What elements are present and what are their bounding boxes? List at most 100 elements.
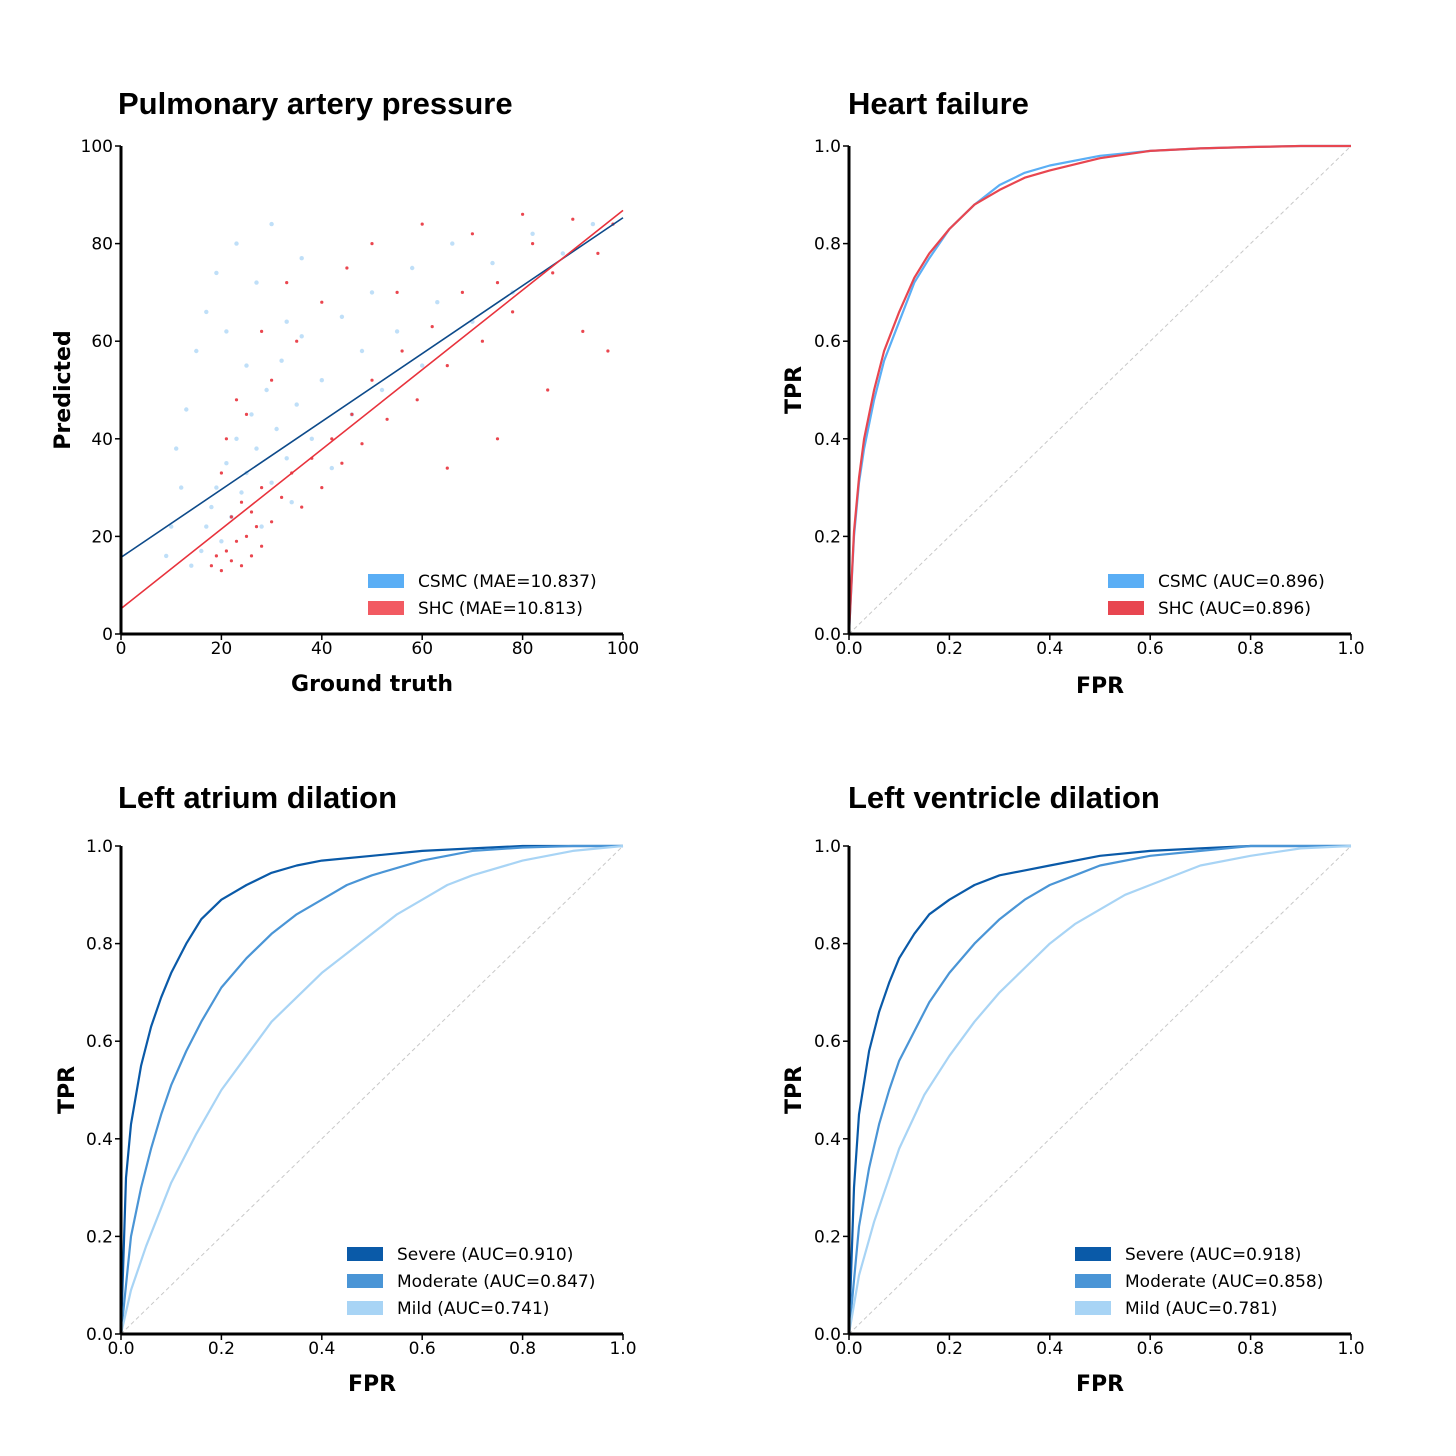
scatter-point (285, 281, 289, 285)
scatter-point (294, 402, 299, 407)
scatter-point (521, 212, 525, 216)
panel-left-ventricle-dilation: Left ventricle dilation 0.0 0.2 0.4 0.6 0.8 1… (782, 780, 1365, 1397)
legend: Severe (AUC=0.918) Moderate (AUC=0.858) Mi… (1075, 1245, 1323, 1319)
scatter-point (435, 300, 440, 305)
scatter-point (345, 266, 349, 270)
scatter-point (189, 563, 194, 568)
scatter-point (385, 417, 389, 421)
y-tick-label: 0.6 (814, 1032, 841, 1052)
legend-swatch (1075, 1301, 1111, 1315)
y-tick-label: 0 (102, 625, 113, 645)
y-tick-label: 0.6 (814, 332, 841, 352)
scatter-point (219, 471, 223, 475)
scatter-point (260, 329, 264, 333)
x-axis-label: FPR (1076, 674, 1124, 699)
legend-label: SHC (MAE=10.813) (418, 599, 583, 619)
x-tick-label: 0.0 (835, 1339, 862, 1359)
y-tick-label: 0.6 (86, 1032, 113, 1052)
scatter-point (495, 437, 500, 441)
legend-label: Severe (AUC=0.918) (1125, 1245, 1301, 1265)
chance-diagonal-line (848, 845, 1352, 1335)
panel-pulmonary-artery-pressure: Pulmonary artery pressure 0 20 40 60 80 100 0 2… (51, 86, 639, 697)
scatter-point (480, 339, 484, 343)
plot-area: 0.0 0.2 0.4 0.6 0.8 1.0 0.0 0.2 0.4 0.6 0.8 1.0 CSMC… (814, 137, 1365, 659)
scatter-point (249, 510, 254, 514)
scatter-point (445, 364, 449, 368)
scatter-point (254, 280, 259, 285)
scatter-point (309, 436, 314, 441)
scatter-point (234, 398, 239, 402)
scatter-point (214, 485, 219, 490)
scatter-point (229, 515, 233, 519)
scatter-point (320, 300, 324, 304)
scatter-point (214, 270, 219, 276)
x-tick-label: 0.6 (409, 1339, 436, 1359)
legend-label: Mild (AUC=0.781) (1125, 1299, 1277, 1319)
legend-swatch (368, 574, 404, 588)
scatter-point (260, 486, 264, 490)
scatter-point (490, 260, 495, 266)
scatter-point (254, 446, 259, 451)
plot-area: 0.0 0.2 0.4 0.6 0.8 1.0 0.0 0.2 0.4 0.6 0.8 1.0 Seve… (814, 837, 1365, 1359)
panel-title: Left ventricle dilation (848, 780, 1160, 815)
scatter-point (249, 412, 254, 417)
scatter-point (295, 339, 299, 343)
y-tick-label: 0.8 (814, 235, 841, 255)
x-tick-label: 0.2 (936, 1339, 963, 1359)
y-tick-label: 0.2 (86, 1227, 113, 1247)
scatter-point (470, 232, 474, 236)
scatter-point (420, 222, 424, 226)
scatter-point (369, 290, 375, 295)
legend-label: Moderate (AUC=0.847) (397, 1272, 595, 1292)
x-tick-label: 0.2 (208, 1339, 235, 1359)
scatter-point (204, 309, 209, 315)
legend-swatch (368, 601, 404, 615)
scatter-point (596, 251, 600, 255)
scatter-point (350, 412, 354, 416)
x-tick-label: 0 (116, 639, 127, 659)
y-tick-label: 1.0 (814, 837, 841, 857)
scatter-point (394, 329, 400, 334)
scatter-point (590, 221, 596, 227)
legend-swatch (347, 1274, 383, 1288)
x-tick-label: 1.0 (1337, 639, 1364, 659)
x-tick-label: 80 (512, 639, 534, 659)
scatter-point (560, 251, 565, 256)
scatter-point (219, 539, 224, 544)
x-tick-label: 0.6 (1137, 1339, 1164, 1359)
roc-curve-1 (119, 844, 623, 1335)
scatter-point (359, 348, 365, 354)
scatter-point (299, 256, 304, 261)
scatter-point (239, 490, 244, 495)
scatter-point (460, 290, 464, 294)
x-axis-label: FPR (348, 1372, 396, 1397)
scatter-point (179, 485, 184, 490)
panel-heart-failure: Heart failure 0.0 0.2 0.4 0.6 0.8 1.00.00.20.… (782, 86, 1365, 699)
scatter-point (254, 525, 259, 529)
scatter-point (239, 500, 244, 504)
y-tick-label: 0.0 (86, 1325, 113, 1345)
scatter-point (229, 559, 233, 563)
chance-diagonal-line (120, 845, 624, 1335)
legend-swatch (1075, 1274, 1111, 1288)
roc-curve-0 (119, 844, 623, 1335)
scatter-point (234, 539, 239, 543)
x-tick-label: 0.2 (936, 639, 963, 659)
legend-swatch (1108, 574, 1144, 588)
roc-curve-1 (847, 144, 1351, 635)
scatter-point (234, 436, 239, 441)
y-axis-label: TPR (782, 366, 807, 414)
x-tick-label: 1.0 (609, 1339, 636, 1359)
x-axis-label: Ground truth (291, 672, 453, 697)
scatter-point (224, 329, 229, 334)
x-tick-label: 40 (311, 639, 333, 659)
scatter-point (379, 387, 385, 393)
y-axis-label: TPR (782, 1066, 807, 1114)
regression-line-csmc (120, 217, 624, 559)
plot-area: 0.0 0.2 0.4 0.6 0.8 1.0 0.0 0.2 0.4 0.6 0.8 1.0 Seve… (86, 837, 637, 1359)
scatter-point (199, 548, 204, 554)
scatter-point (214, 554, 218, 558)
scatter-point (329, 465, 334, 471)
plot-area: 0 20 40 60 80 100 0 20 40 60 80 100 CSMC (MAE=10.837… (81, 137, 640, 659)
scatter-point (249, 554, 254, 558)
